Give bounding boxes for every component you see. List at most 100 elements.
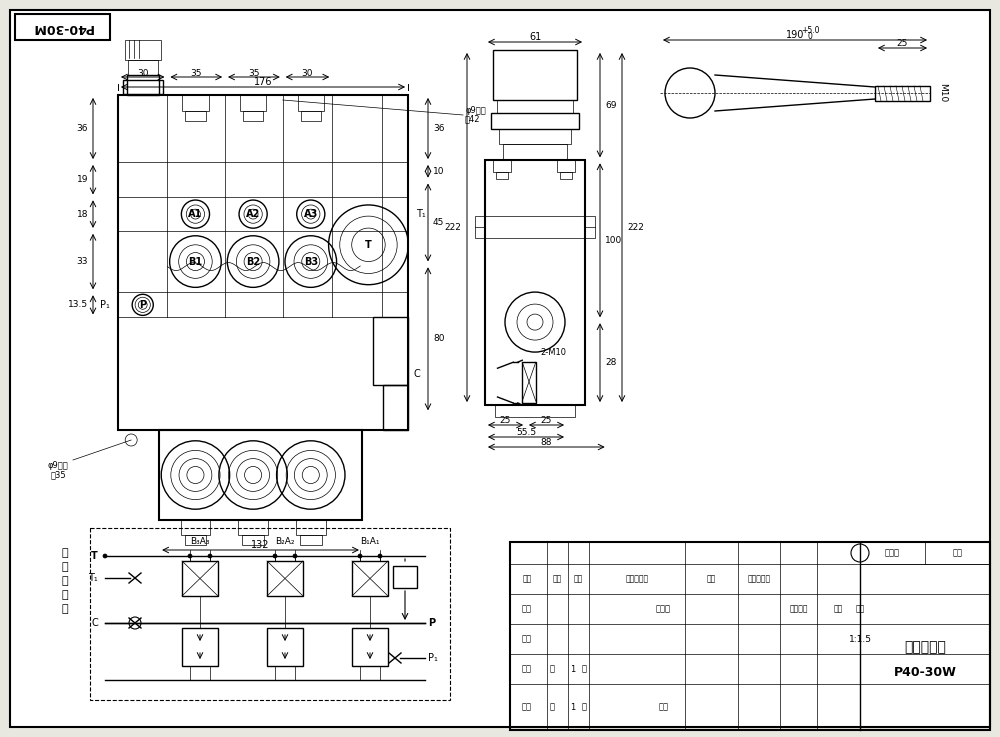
Circle shape: [208, 554, 212, 558]
Text: 年、月、日: 年、月、日: [747, 575, 771, 584]
Circle shape: [378, 554, 382, 558]
Text: 类型: 类型: [952, 548, 962, 557]
Text: 重量: 重量: [834, 604, 843, 613]
Text: φ9通孔: φ9通孔: [465, 105, 486, 114]
Text: P: P: [139, 300, 146, 310]
Text: A1: A1: [188, 209, 203, 219]
Text: 理: 理: [62, 590, 68, 600]
Text: 25: 25: [897, 38, 908, 47]
Circle shape: [293, 554, 297, 558]
Bar: [493, 161, 511, 172]
Text: 36: 36: [433, 124, 444, 133]
Text: 190: 190: [786, 30, 804, 40]
Bar: [491, 113, 579, 130]
Text: 13.5: 13.5: [68, 301, 88, 310]
Bar: [125, 40, 161, 60]
Bar: [557, 161, 575, 172]
Text: C: C: [91, 618, 98, 628]
Text: 标记: 标记: [522, 575, 532, 584]
Text: B3: B3: [304, 256, 318, 267]
Bar: [493, 50, 577, 99]
Text: 80: 80: [433, 335, 444, 343]
Text: 阶段标记: 阶段标记: [789, 604, 808, 613]
Circle shape: [188, 554, 192, 558]
Circle shape: [273, 554, 277, 558]
Text: 45: 45: [433, 218, 444, 227]
Text: A3: A3: [304, 209, 318, 219]
Text: P40-30W: P40-30W: [894, 666, 956, 679]
Bar: [485, 161, 585, 405]
Bar: [238, 520, 268, 535]
Bar: [242, 535, 264, 545]
Text: 10: 10: [433, 167, 444, 176]
Text: 批准: 批准: [658, 702, 668, 711]
Text: 张: 张: [582, 665, 586, 674]
Bar: [301, 111, 321, 121]
Bar: [182, 561, 218, 596]
Bar: [522, 362, 536, 403]
Text: B2: B2: [246, 256, 260, 267]
Bar: [181, 520, 210, 535]
Text: 25: 25: [541, 416, 552, 425]
Bar: [393, 566, 417, 588]
Text: 版本号: 版本号: [885, 548, 900, 557]
Bar: [182, 95, 209, 111]
Text: 222: 222: [627, 223, 644, 232]
Text: φ9通孔: φ9通孔: [48, 461, 68, 469]
Text: 液: 液: [62, 548, 68, 558]
Text: 18: 18: [76, 209, 88, 219]
Text: T: T: [91, 551, 98, 561]
Text: 压: 压: [62, 562, 68, 572]
Text: B₂A₂: B₂A₂: [275, 537, 295, 547]
Text: P: P: [428, 618, 435, 628]
Bar: [497, 99, 573, 113]
Text: 33: 33: [76, 257, 88, 266]
Text: C: C: [413, 368, 420, 379]
Circle shape: [103, 554, 107, 558]
Text: 尺量: 尺量: [552, 575, 562, 584]
Text: 176: 176: [254, 77, 272, 87]
Text: 第: 第: [550, 702, 554, 711]
Text: 共: 共: [550, 665, 554, 674]
Bar: [159, 430, 362, 520]
Text: A2: A2: [246, 209, 260, 219]
Text: B₃A₃: B₃A₃: [190, 537, 210, 547]
Text: 69: 69: [605, 101, 616, 110]
Bar: [267, 628, 303, 666]
Bar: [499, 130, 571, 144]
Text: T₁: T₁: [88, 573, 98, 583]
Text: 双局文件号: 双局文件号: [625, 575, 649, 584]
Text: 1:1.5: 1:1.5: [848, 635, 872, 643]
Text: 61: 61: [529, 32, 541, 42]
Text: 原: 原: [62, 576, 68, 586]
Text: B₁A₁: B₁A₁: [360, 537, 380, 547]
Text: B1: B1: [188, 256, 203, 267]
Bar: [373, 318, 408, 385]
Bar: [352, 628, 388, 666]
Bar: [383, 385, 408, 430]
Bar: [128, 60, 158, 75]
Text: 张: 张: [582, 702, 586, 711]
Text: P₁: P₁: [100, 300, 110, 310]
Bar: [182, 628, 218, 666]
Text: T₁: T₁: [416, 209, 426, 219]
Text: 图: 图: [62, 604, 68, 614]
Text: 55.5: 55.5: [516, 427, 536, 436]
Bar: [496, 172, 508, 179]
Bar: [185, 535, 206, 545]
Text: 36: 36: [76, 124, 88, 133]
Circle shape: [358, 554, 362, 558]
Text: 132: 132: [251, 540, 270, 550]
Text: P₁: P₁: [428, 653, 438, 663]
Bar: [185, 111, 206, 121]
Text: 签名: 签名: [707, 575, 716, 584]
Text: 100: 100: [605, 236, 622, 245]
Bar: [240, 95, 266, 111]
Text: 1: 1: [570, 702, 576, 711]
Bar: [118, 95, 408, 430]
Text: 设计: 设计: [522, 604, 532, 613]
Text: 比例: 比例: [855, 604, 865, 613]
Text: P40-30M: P40-30M: [31, 21, 93, 33]
Text: 1: 1: [570, 665, 576, 674]
Text: +5.0: +5.0: [801, 26, 819, 35]
